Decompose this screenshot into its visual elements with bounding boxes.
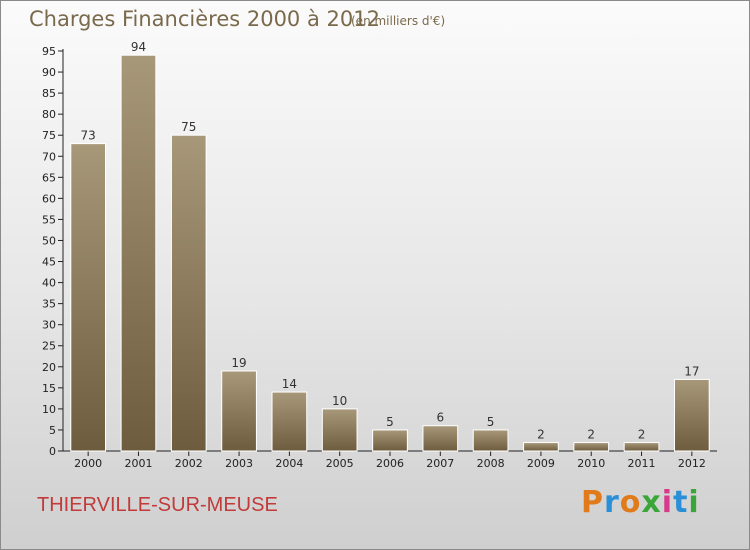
x-tick-label: 2005 — [326, 457, 354, 470]
y-tick-label: 5 — [49, 424, 56, 437]
bar-2007 — [422, 425, 459, 452]
bar-2002 — [170, 134, 207, 452]
y-tick-label: 40 — [42, 277, 56, 290]
logo-letter: i — [661, 485, 674, 520]
chart-subtitle: (en milliers d'€) — [351, 14, 446, 28]
data-label-2007: 6 — [436, 411, 444, 425]
bar-2010 — [573, 442, 610, 452]
y-tick-label: 65 — [42, 171, 56, 184]
bar-2006 — [372, 429, 408, 452]
logo-letter: x — [641, 485, 662, 520]
bars: 73 94 75 19 14 10 5 6 5 2 2 2 17 — [70, 40, 710, 452]
data-label-2001: 94 — [131, 40, 146, 54]
y-tick-label: 0 — [49, 445, 56, 458]
data-label-2002: 75 — [181, 120, 196, 134]
bar-2004 — [271, 391, 308, 452]
data-label-2008: 5 — [487, 415, 495, 429]
data-label-2005: 10 — [332, 394, 347, 408]
x-tick-label: 2011 — [628, 457, 656, 470]
x-tick-label: 2000 — [74, 457, 102, 470]
bar-2009 — [523, 442, 559, 452]
data-label-2010: 2 — [587, 428, 595, 442]
y-tick-label: 45 — [42, 256, 56, 269]
y-tick-label: 90 — [42, 66, 56, 79]
bar-2001 — [120, 54, 157, 452]
y-tick-label: 20 — [42, 361, 56, 374]
y-tick-label: 30 — [42, 319, 56, 332]
x-tick-label: 2002 — [175, 457, 203, 470]
bar-2012 — [673, 378, 710, 452]
y-tick-label: 50 — [42, 234, 56, 247]
y-tick-label: 95 — [42, 45, 56, 58]
x-tick-label: 2012 — [678, 457, 706, 470]
data-label-2004: 14 — [282, 377, 297, 391]
data-label-2009: 2 — [537, 428, 545, 442]
y-tick-label: 10 — [42, 403, 56, 416]
bar-2000 — [70, 143, 107, 452]
y-tick-label: 25 — [42, 340, 56, 353]
proxiti-logo[interactable]: Proxiti — [581, 485, 700, 520]
x-axis: 2000 2001 2002 2003 2004 2005 2006 2007 2008 2009… — [63, 450, 717, 470]
x-tick-label: 2007 — [426, 457, 454, 470]
y-tick-label: 80 — [42, 108, 56, 121]
data-label-2003: 19 — [231, 356, 246, 370]
bar-2003 — [221, 370, 257, 452]
town-name: THIERVILLE-SUR-MEUSE — [37, 494, 278, 516]
logo-letter: r — [604, 485, 620, 520]
x-tick-label: 2010 — [577, 457, 605, 470]
logo-letter: o — [619, 485, 642, 520]
data-label-2000: 73 — [81, 129, 96, 143]
x-tick-label: 2008 — [477, 457, 505, 470]
logo-letter: t — [673, 485, 689, 520]
chart-title: Charges Financières 2000 à 2012 — [29, 7, 380, 31]
x-tick-label: 2006 — [376, 457, 404, 470]
data-label-2012: 17 — [684, 364, 699, 378]
y-tick-label: 75 — [42, 129, 56, 142]
y-tick-label: 70 — [42, 150, 56, 163]
y-tick-label: 60 — [42, 192, 56, 205]
x-tick-label: 2004 — [275, 457, 303, 470]
x-tick-label: 2001 — [124, 457, 152, 470]
logo-letter: P — [581, 485, 604, 520]
y-tick-label: 15 — [42, 382, 56, 395]
y-axis: 0 5 10 15 20 25 30 35 40 45 50 55 60 65 70 75 80 85 90 95 — [42, 45, 64, 458]
bar-2008 — [472, 429, 509, 452]
y-tick-label: 85 — [42, 87, 56, 100]
logo-letter: i — [688, 485, 700, 520]
data-label-2011: 2 — [638, 428, 646, 442]
x-tick-label: 2009 — [527, 457, 555, 470]
x-tick-label: 2003 — [225, 457, 253, 470]
bar-2011 — [623, 442, 660, 452]
data-label-2006: 5 — [386, 415, 394, 429]
bar-2005 — [321, 408, 358, 452]
y-tick-label: 35 — [42, 298, 56, 311]
y-tick-label: 55 — [42, 213, 56, 226]
